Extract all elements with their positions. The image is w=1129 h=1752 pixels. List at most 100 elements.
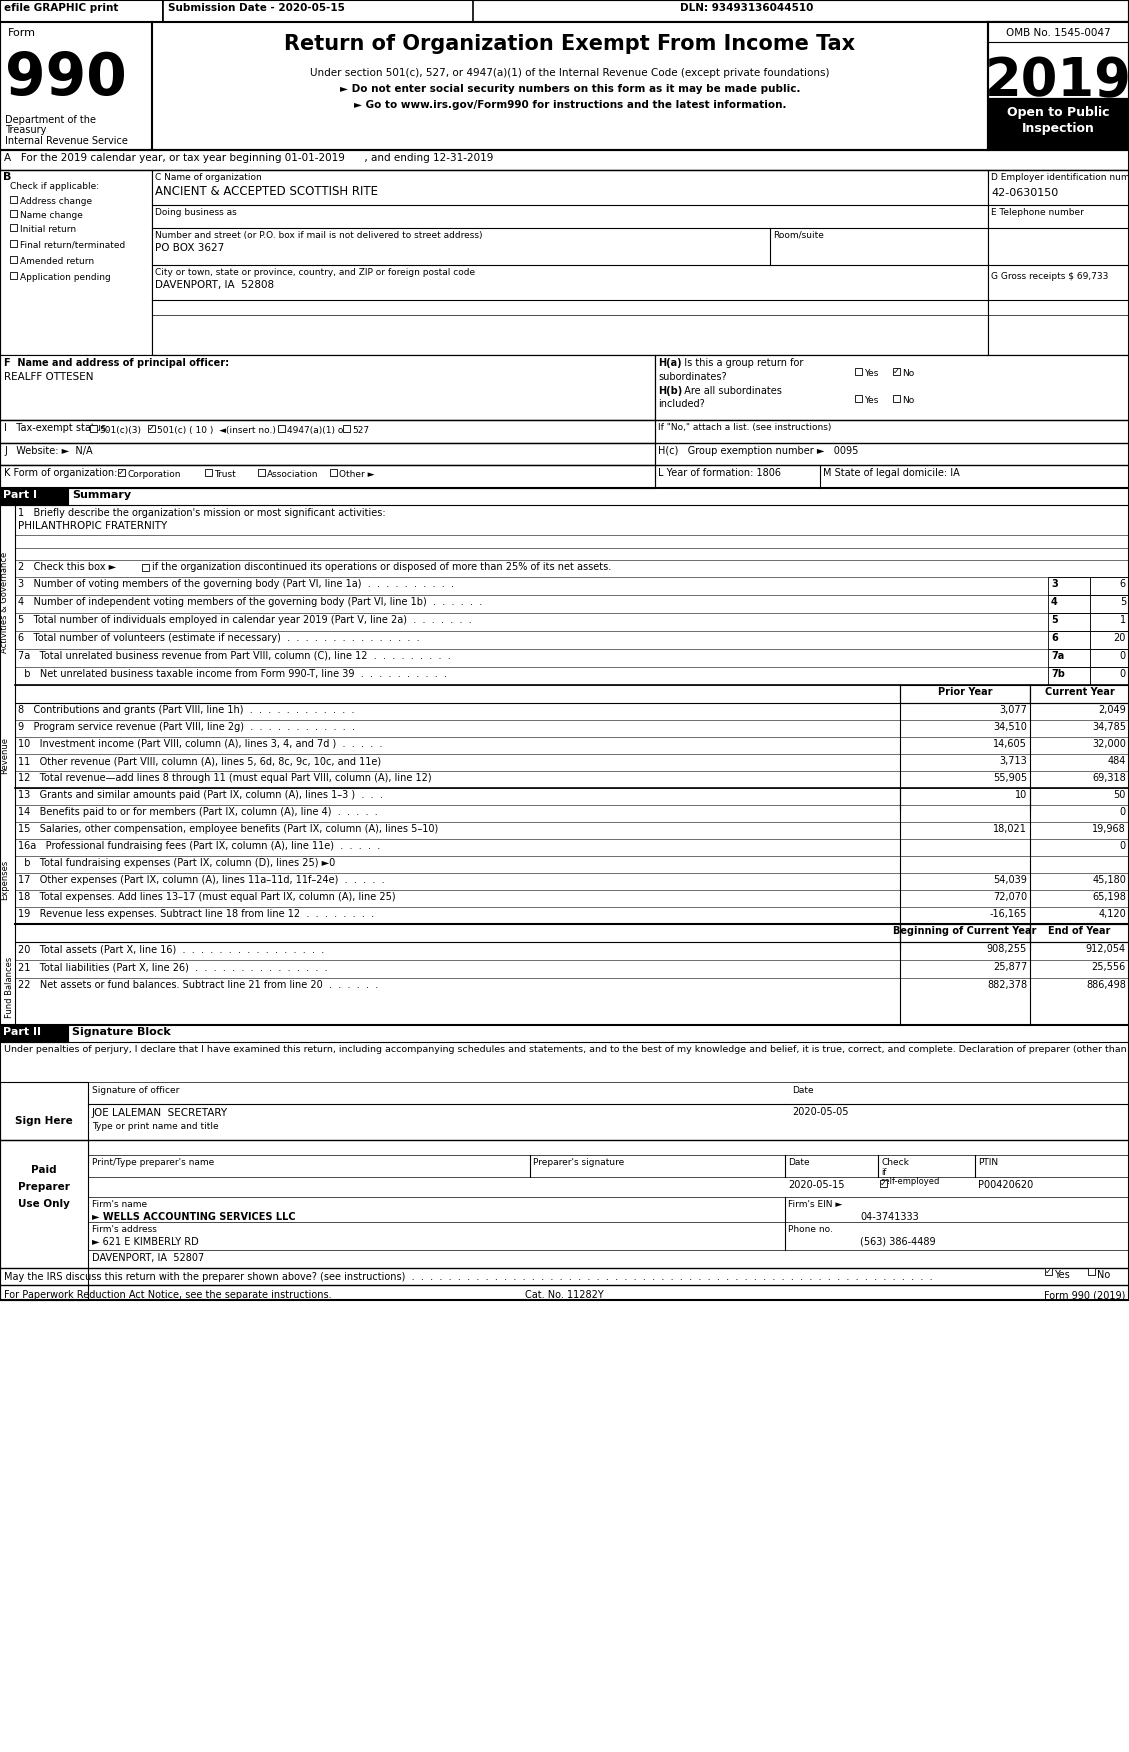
Text: ✓: ✓ — [119, 468, 125, 477]
Text: B: B — [3, 172, 11, 182]
Text: 34,785: 34,785 — [1092, 722, 1126, 732]
Bar — [330, 470, 336, 477]
Text: 50: 50 — [1113, 790, 1126, 801]
Bar — [1088, 1268, 1095, 1275]
Text: Address change: Address change — [20, 196, 93, 207]
Text: 14,605: 14,605 — [994, 739, 1027, 750]
Text: Firm's address: Firm's address — [91, 1225, 157, 1233]
Text: 45,180: 45,180 — [1092, 874, 1126, 885]
Text: 527: 527 — [352, 426, 369, 434]
Text: ► 621 E KIMBERLY RD: ► 621 E KIMBERLY RD — [91, 1237, 199, 1247]
Text: 20   Total assets (Part X, line 16)  .  .  .  .  .  .  .  .  .  .  .  .  .  .  .: 20 Total assets (Part X, line 16) . . . … — [18, 944, 324, 955]
Text: 2,049: 2,049 — [1099, 704, 1126, 715]
Bar — [1030, 685, 1129, 703]
Text: ANCIENT & ACCEPTED SCOTTISH RITE: ANCIENT & ACCEPTED SCOTTISH RITE — [155, 186, 378, 198]
Bar — [988, 98, 1129, 151]
Text: self-employed: self-employed — [881, 1177, 940, 1186]
Text: ✓: ✓ — [148, 424, 155, 433]
Bar — [10, 210, 17, 217]
Text: 11   Other revenue (Part VIII, column (A), lines 5, 6d, 8c, 9c, 10c, and 11e): 11 Other revenue (Part VIII, column (A),… — [18, 757, 382, 766]
Text: Use Only: Use Only — [18, 1198, 70, 1209]
Text: Initial return: Initial return — [20, 224, 76, 235]
Bar — [1089, 631, 1129, 648]
Bar — [1048, 613, 1089, 631]
Bar — [1048, 631, 1089, 648]
Text: Return of Organization Exempt From Income Tax: Return of Organization Exempt From Incom… — [285, 33, 856, 54]
Bar — [259, 470, 265, 477]
Text: 18,021: 18,021 — [994, 823, 1027, 834]
Text: 1: 1 — [1120, 615, 1126, 625]
Text: Print/Type preparer's name: Print/Type preparer's name — [91, 1158, 215, 1167]
Text: 9   Program service revenue (Part VIII, line 2g)  .  .  .  .  .  .  .  .  .  .  : 9 Program service revenue (Part VIII, li… — [18, 722, 355, 732]
Text: 16a   Professional fundraising fees (Part IX, column (A), line 11e)  .  .  .  . : 16a Professional fundraising fees (Part … — [18, 841, 380, 851]
Text: D Employer identification number: D Employer identification number — [991, 173, 1129, 182]
Bar — [278, 426, 285, 433]
Text: 04-3741333: 04-3741333 — [860, 1212, 919, 1221]
Text: DAVENPORT, IA  52808: DAVENPORT, IA 52808 — [155, 280, 274, 291]
Bar — [988, 170, 1129, 356]
Bar — [1048, 576, 1089, 596]
Text: Form: Form — [8, 28, 36, 39]
Text: 17   Other expenses (Part IX, column (A), lines 11a–11d, 11f–24e)  .  .  .  .  .: 17 Other expenses (Part IX, column (A), … — [18, 874, 385, 885]
Text: 10: 10 — [1015, 790, 1027, 801]
Bar — [10, 240, 17, 247]
Bar — [0, 0, 163, 23]
Text: Yes: Yes — [1054, 1270, 1070, 1281]
Text: No: No — [1097, 1270, 1110, 1281]
Text: 5: 5 — [1120, 597, 1126, 606]
Text: Date: Date — [793, 1086, 814, 1095]
Text: Doing business as: Doing business as — [155, 208, 237, 217]
Bar — [1089, 648, 1129, 668]
Bar — [1030, 923, 1129, 943]
Text: 6: 6 — [1120, 578, 1126, 589]
Text: H(b): H(b) — [658, 385, 682, 396]
Text: Check: Check — [881, 1158, 909, 1167]
Text: L Year of formation: 1806: L Year of formation: 1806 — [658, 468, 781, 478]
Text: 3   Number of voting members of the governing body (Part VI, line 1a)  .  .  .  : 3 Number of voting members of the govern… — [18, 578, 454, 589]
Text: Room/suite: Room/suite — [773, 231, 824, 240]
Text: 501(c)(3): 501(c)(3) — [99, 426, 141, 434]
Text: 0: 0 — [1120, 669, 1126, 680]
Text: REALFF OTTESEN: REALFF OTTESEN — [5, 371, 94, 382]
Text: Yes: Yes — [864, 370, 878, 378]
Text: Final return/terminated: Final return/terminated — [20, 242, 125, 251]
Text: 15   Salaries, other compensation, employee benefits (Part IX, column (A), lines: 15 Salaries, other compensation, employe… — [18, 823, 438, 834]
Text: PTIN: PTIN — [978, 1158, 998, 1167]
Text: b   Total fundraising expenses (Part IX, column (D), lines 25) ►0: b Total fundraising expenses (Part IX, c… — [18, 858, 335, 867]
Text: PO BOX 3627: PO BOX 3627 — [155, 244, 225, 252]
Text: Summary: Summary — [72, 491, 131, 499]
Bar — [0, 0, 1129, 23]
Text: 1   Briefly describe the organization's mission or most significant activities:: 1 Briefly describe the organization's mi… — [18, 508, 386, 519]
Bar — [119, 470, 125, 477]
Text: 25,556: 25,556 — [1092, 962, 1126, 972]
Text: 5   Total number of individuals employed in calendar year 2019 (Part V, line 2a): 5 Total number of individuals employed i… — [18, 615, 472, 625]
Text: 69,318: 69,318 — [1092, 773, 1126, 783]
Bar — [0, 1083, 88, 1163]
Text: 501(c) ( 10 )  ◄(insert no.): 501(c) ( 10 ) ◄(insert no.) — [157, 426, 275, 434]
Text: 54,039: 54,039 — [994, 874, 1027, 885]
Text: Date: Date — [788, 1158, 809, 1167]
Text: 4: 4 — [1051, 597, 1058, 606]
Text: Firm's name: Firm's name — [91, 1200, 147, 1209]
Text: Type or print name and title: Type or print name and title — [91, 1121, 219, 1132]
Text: Under section 501(c), 527, or 4947(a)(1) of the Internal Revenue Code (except pr: Under section 501(c), 527, or 4947(a)(1)… — [310, 68, 830, 79]
Text: 3,713: 3,713 — [999, 757, 1027, 766]
Text: 484: 484 — [1108, 757, 1126, 766]
Text: 882,378: 882,378 — [987, 979, 1027, 990]
Bar — [142, 564, 149, 571]
Text: efile GRAPHIC print: efile GRAPHIC print — [5, 4, 119, 12]
Text: Is this a group return for: Is this a group return for — [679, 357, 804, 368]
Text: 990: 990 — [5, 51, 126, 107]
Text: Submission Date - 2020-05-15: Submission Date - 2020-05-15 — [168, 4, 344, 12]
Text: Number and street (or P.O. box if mail is not delivered to street address): Number and street (or P.O. box if mail i… — [155, 231, 482, 240]
Text: 912,054: 912,054 — [1086, 944, 1126, 955]
Bar — [0, 0, 1129, 1300]
Bar — [0, 356, 655, 420]
Text: 4,120: 4,120 — [1099, 909, 1126, 920]
Text: Treasury: Treasury — [5, 124, 46, 135]
Text: 7a: 7a — [1051, 652, 1065, 661]
Text: Signature Block: Signature Block — [72, 1027, 170, 1037]
Text: Yes: Yes — [864, 396, 878, 405]
Text: G Gross receipts $ 69,733: G Gross receipts $ 69,733 — [991, 272, 1109, 280]
Bar — [1089, 576, 1129, 596]
